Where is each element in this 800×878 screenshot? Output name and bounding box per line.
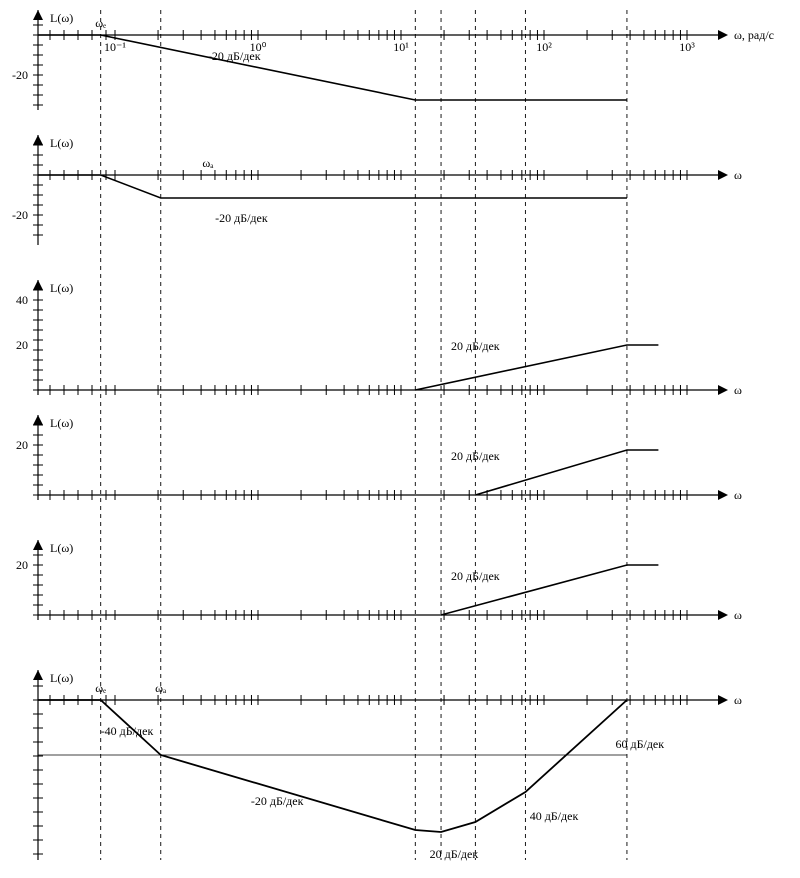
x-axis-label: ω <box>734 608 742 622</box>
freq-marker: ωₐ <box>202 156 214 170</box>
slope-annotation: -40 дБ/дек <box>101 724 154 738</box>
slope-annotation: -20 дБ/дек <box>208 49 261 63</box>
slope-annotation: -20 дБ/дек <box>251 794 304 808</box>
slope-annotation: 40 дБ/дек <box>530 809 579 823</box>
x-tick-label: 10¹ <box>393 40 409 54</box>
x-axis-label: ω, рад/с <box>734 28 774 42</box>
freq-marker: ωₑ <box>95 16 106 30</box>
y-axis-label: L(ω) <box>50 136 73 150</box>
x-axis-label: ω <box>734 383 742 397</box>
y-axis-label: L(ω) <box>50 541 73 555</box>
y-axis-label: L(ω) <box>50 11 73 25</box>
slope-annotation: 20 дБ/дек <box>451 569 500 583</box>
bode-panel: -20L(ω)10⁻¹10⁰10¹10²10³ω, рад/сωₑ-20 дБ/… <box>12 10 774 110</box>
y-tick-label: -20 <box>12 208 28 222</box>
freq-marker: ωₑ <box>95 681 106 695</box>
y-tick-label: 20 <box>16 338 28 352</box>
slope-annotation: 60 дБ/дек <box>616 737 665 751</box>
bode-panel: 20 L(ω) ω 20 дБ/дек <box>16 415 742 502</box>
x-axis-label: ω <box>734 693 742 707</box>
slope-annotation: 20 дБ/дек <box>451 339 500 353</box>
y-tick-label: 40 <box>16 293 28 307</box>
bode-panel: L(ω) ω ωₑ ωₐ -40 дБ/дек -20 дБ/дек 20 дБ/дек 40… <box>33 670 742 861</box>
y-tick-label: 20 <box>16 438 28 452</box>
y-axis-label: L(ω) <box>50 281 73 295</box>
x-tick-label: 10² <box>536 40 552 54</box>
bode-curve <box>475 450 658 495</box>
y-tick-label: 20 <box>16 558 28 572</box>
bode-panel: -20 L(ω) ω ωₐ -20 дБ/дек <box>12 135 742 245</box>
x-tick-label: 10³ <box>679 40 695 54</box>
y-tick-label: -20 <box>12 68 28 82</box>
slope-annotation: 20 дБ/дек <box>451 449 500 463</box>
x-axis-label: ω <box>734 168 742 182</box>
freq-marker: ωₐ <box>155 681 167 695</box>
y-axis-label: L(ω) <box>50 671 73 685</box>
bode-curve <box>38 175 627 198</box>
y-axis-label: L(ω) <box>50 416 73 430</box>
slope-annotation: -20 дБ/дек <box>215 211 268 225</box>
slope-annotation: 20 дБ/дек <box>430 847 479 861</box>
bode-panel: 40 20 L(ω) ω 20 дБ/дек <box>16 280 742 397</box>
x-tick-label: 10⁻¹ <box>104 40 126 54</box>
bode-panel: 20 L(ω) ω 20 дБ/дек <box>16 540 742 622</box>
x-axis-label: ω <box>734 488 742 502</box>
